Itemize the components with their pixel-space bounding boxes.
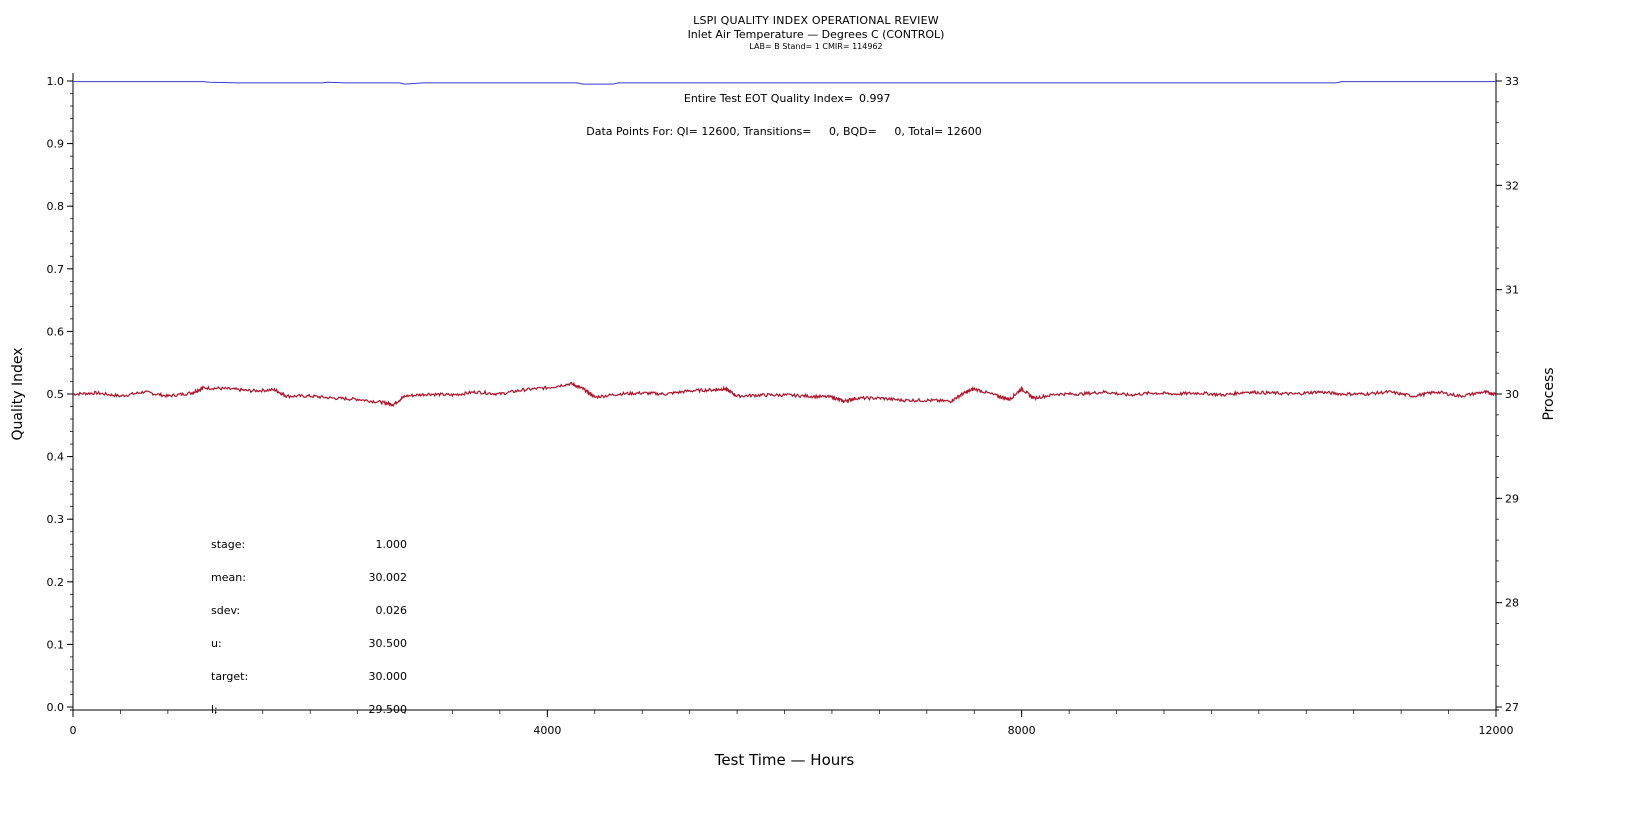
stat-label: target: xyxy=(211,670,248,683)
stat-value: 29.500 xyxy=(369,703,408,716)
y-tick-label-left: 0.9 xyxy=(47,138,65,151)
y-tick-label-right: 29 xyxy=(1505,492,1519,505)
y-tick-label-left: 0.0 xyxy=(47,701,65,714)
axes-group xyxy=(70,73,1499,711)
y-tick-label-left: 1.0 xyxy=(47,75,65,88)
chart-info: LAB= B Stand= 1 CMIR= 114962 xyxy=(749,42,883,51)
x-tick-label: 4000 xyxy=(533,724,561,737)
x-tick-label: 0 xyxy=(70,724,77,737)
y-tick-label-left: 0.2 xyxy=(47,576,65,589)
process-series-line xyxy=(72,381,1497,408)
x-tick-label: 12000 xyxy=(1479,724,1514,737)
y-tick-label-right: 32 xyxy=(1505,179,1519,192)
stat-value: 30.500 xyxy=(369,637,408,650)
labels-group: Test Time — Hours Quality Index Process xyxy=(10,347,1557,769)
y-tick-label-right: 28 xyxy=(1505,597,1519,610)
eot-label: Entire Test EOT Quality Index= xyxy=(684,92,853,105)
stat-label: stage: xyxy=(211,538,245,551)
data-points-line: Data Points For: QI= 12600, Transitions=… xyxy=(586,125,981,138)
stat-label: sdev: xyxy=(211,604,240,617)
y-tick-label-left: 0.7 xyxy=(47,263,65,276)
chart-subtitle: Inlet Air Temperature — Degrees C (CONTR… xyxy=(687,28,945,41)
y-tick-label-left: 0.4 xyxy=(47,451,65,464)
y-tick-label-left: 0.5 xyxy=(47,388,65,401)
y-tick-label-right: 30 xyxy=(1505,388,1519,401)
chart-title: LSPI QUALITY INDEX OPERATIONAL REVIEW xyxy=(693,14,939,27)
y-axis-label: Quality Index xyxy=(10,347,26,440)
series-group xyxy=(72,81,1497,408)
y-tick-label-right: 27 xyxy=(1505,701,1519,714)
x-tick-label: 8000 xyxy=(1008,724,1036,737)
y-tick-label-left: 0.8 xyxy=(47,200,65,213)
stat-label: u: xyxy=(211,637,222,650)
stat-value: 30.000 xyxy=(369,670,408,683)
stats-group: stage: 1.000 mean: 30.002 sdev: 0.026 u: 30.500… xyxy=(211,538,407,716)
stat-value: 1.000 xyxy=(376,538,408,551)
stat-label: mean: xyxy=(211,571,246,584)
y-tick-label-right: 33 xyxy=(1505,75,1519,88)
stat-value: 30.002 xyxy=(369,571,408,584)
y-tick-label-left: 0.1 xyxy=(47,638,65,651)
y-tick-label-right: 31 xyxy=(1505,284,1519,297)
ticks-group: 0.0 0.1 0.2 0.3 0.4 0.5 0.6 0.7 0.8 0.9 1.0 27 28 29 3… xyxy=(47,75,1520,737)
stat-label: l: xyxy=(211,703,218,716)
x-axis-label: Test Time — Hours xyxy=(714,751,855,769)
y-tick-label-left: 0.3 xyxy=(47,513,65,526)
annotations-group: Entire Test EOT Quality Index= 0.997 Data … xyxy=(586,92,981,138)
y-tick-label-left: 0.6 xyxy=(47,325,65,338)
quality-index-series-line xyxy=(73,81,1496,85)
y2-axis-label: Process xyxy=(1541,367,1557,420)
stat-value: 0.026 xyxy=(376,604,408,617)
eot-value: 0.997 xyxy=(859,92,891,105)
